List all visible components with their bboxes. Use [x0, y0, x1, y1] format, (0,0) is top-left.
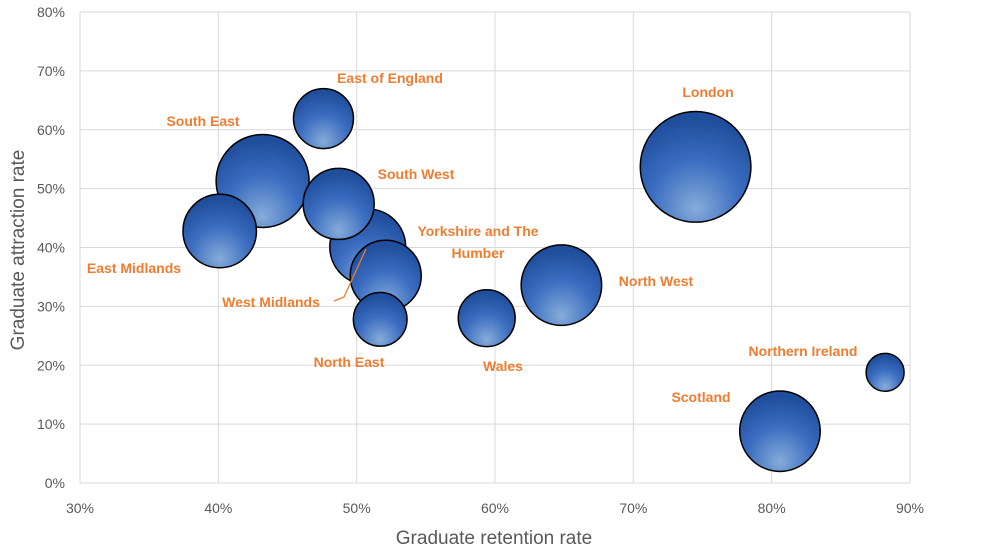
label-northern-ireland: Northern Ireland: [749, 343, 858, 359]
label-yorkshire-and-the-humber: Yorkshire and The Humber: [417, 223, 538, 261]
label-east-of-england: East of England: [337, 70, 443, 86]
label-north-west: North West: [619, 273, 694, 289]
y-tick-label: 60%: [37, 122, 65, 138]
bubble-northern-ireland: [865, 352, 905, 393]
bubble-east-of-england: [292, 87, 355, 150]
y-axis-title: Graduate attraction rate: [8, 150, 29, 351]
label-south-west: South West: [378, 166, 455, 182]
label-scotland: Scotland: [671, 389, 730, 405]
bubble-north-west: [520, 244, 603, 327]
x-tick-label: 60%: [481, 500, 509, 516]
bubble-london: [639, 110, 752, 223]
y-tick-label: 0%: [45, 475, 65, 491]
bubble-wales: [457, 288, 516, 348]
label-south-east: South East: [166, 113, 239, 129]
y-tick-label: 50%: [37, 181, 65, 197]
y-axis-ticks: 0% 10% 20% 30% 40% 50% 60% 70% 80%: [37, 4, 65, 491]
y-tick-label: 80%: [37, 4, 65, 20]
bubble-scotland: [738, 390, 821, 473]
bubble-east-midlands: [182, 193, 258, 269]
x-tick-label: 40%: [204, 500, 232, 516]
bubble-south-west: [302, 167, 375, 241]
x-tick-label: 90%: [896, 500, 924, 516]
y-tick-label: 10%: [37, 416, 65, 432]
x-tick-label: 70%: [619, 500, 647, 516]
label-london: London: [682, 84, 733, 100]
label-east-midlands: East Midlands: [87, 260, 181, 276]
x-tick-label: 30%: [66, 500, 94, 516]
leader-line-west-midlands: [333, 248, 367, 302]
bubble-north-east: [352, 291, 408, 347]
x-axis-title: Graduate retention rate: [396, 528, 592, 549]
label-north-east: North East: [314, 354, 385, 370]
leader-lines: [333, 248, 367, 302]
bubble-labels: London South East East of England South Wes…: [87, 70, 858, 405]
label-west-midlands: West Midlands: [222, 294, 320, 310]
y-tick-label: 30%: [37, 298, 65, 314]
bubble-series: [182, 87, 905, 473]
x-axis-ticks: 30% 40% 50% 60% 70% 80% 90%: [66, 500, 924, 516]
label-wales: Wales: [483, 358, 523, 374]
x-tick-label: 50%: [343, 500, 371, 516]
y-tick-label: 40%: [37, 240, 65, 256]
y-tick-label: 20%: [37, 357, 65, 373]
y-tick-label: 70%: [37, 63, 65, 79]
x-tick-label: 80%: [758, 500, 786, 516]
